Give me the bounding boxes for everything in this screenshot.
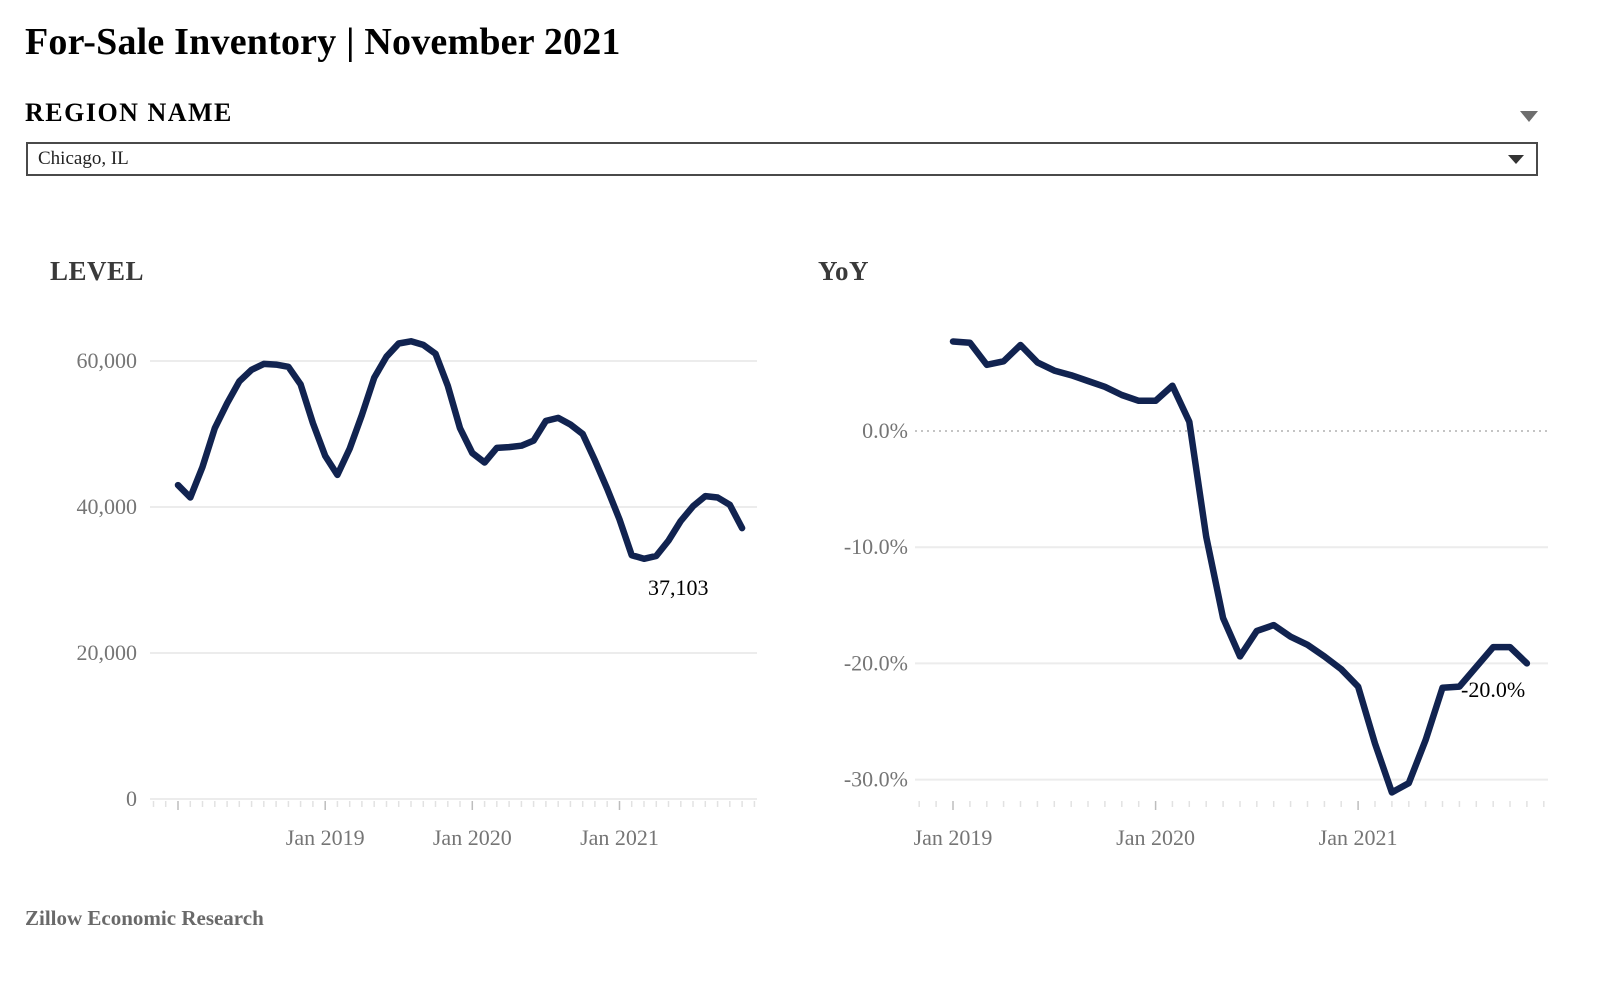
y-axis-label: 60,000 (77, 348, 138, 373)
region-select-value: Chicago, IL (38, 148, 129, 169)
series-line (949, 338, 1531, 796)
region-select[interactable]: Chicago, IL (26, 142, 1538, 176)
region-filter-label: REGION NAME (25, 98, 233, 127)
source-credit: Zillow Economic Research (25, 906, 264, 930)
y-axis-label: -10.0% (844, 534, 908, 559)
yoy-chart-title: YoY (818, 256, 870, 286)
series-line (174, 338, 746, 563)
y-axis-label: -20.0% (844, 650, 908, 675)
page-title: For-Sale Inventory | November 2021 (25, 21, 621, 63)
y-axis-label: 20,000 (77, 640, 138, 665)
y-axis-label: 0 (126, 786, 137, 811)
level-last-value-label: 37,103 (648, 575, 709, 600)
x-axis-label: Jan 2021 (580, 825, 659, 850)
filter-menu-arrow-icon[interactable] (1520, 111, 1538, 122)
x-axis-label: Jan 2021 (1319, 825, 1398, 850)
x-axis-label: Jan 2020 (433, 825, 512, 850)
y-axis-label: -30.0% (844, 767, 908, 792)
x-axis-label: Jan 2019 (286, 825, 365, 850)
chevron-down-icon (1508, 155, 1524, 164)
x-axis-label: Jan 2019 (914, 825, 993, 850)
x-axis-label: Jan 2020 (1116, 825, 1195, 850)
level-chart-title: LEVEL (50, 256, 145, 286)
y-axis-label: 40,000 (77, 494, 138, 519)
y-axis-label: 0.0% (862, 418, 908, 443)
yoy-last-value-label: -20.0% (1461, 677, 1526, 702)
